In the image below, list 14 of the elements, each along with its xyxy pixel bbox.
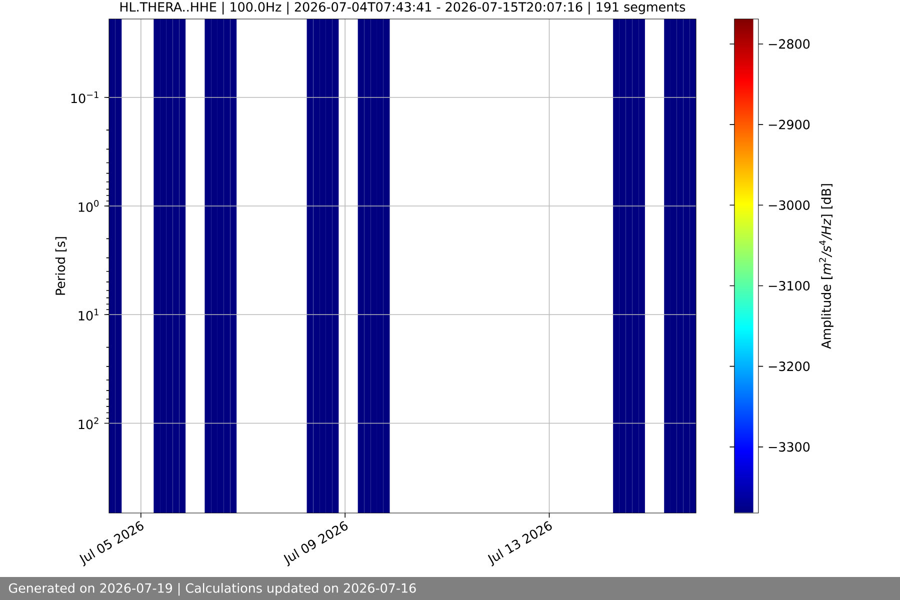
y-tick-label: 10$^{0}$: [78, 200, 99, 212]
color-bar-title: Amplitude [m$^{2}$/s$^{4}$/Hz] [dB]: [819, 184, 834, 349]
y-tick-label: 10$^{1}$: [78, 308, 98, 321]
color-bar-label: −3300: [768, 442, 810, 452]
color-bar-label: −2900: [768, 120, 810, 130]
color-bar-label: −3200: [768, 362, 810, 372]
chart-title: HL.THERA..HHE | 100.0Hz | 2026-07-04T07:43:41 - 2026-07-15T20:07:16 | 191 segments: [120, 2, 686, 15]
color-bar-label: −3100: [768, 280, 810, 291]
color-bar-label: −2800: [768, 39, 810, 49]
y-tick-label: 10$^{−1}$: [71, 91, 98, 104]
color-bar-label: −3000: [768, 200, 810, 210]
y-tick-label: 10$^{2}$: [78, 417, 98, 430]
text: Generated on 2026-07-19 | Calculations updated on 2026-07-16: [8, 582, 416, 596]
y-axis-title: Period [s]: [55, 237, 67, 295]
